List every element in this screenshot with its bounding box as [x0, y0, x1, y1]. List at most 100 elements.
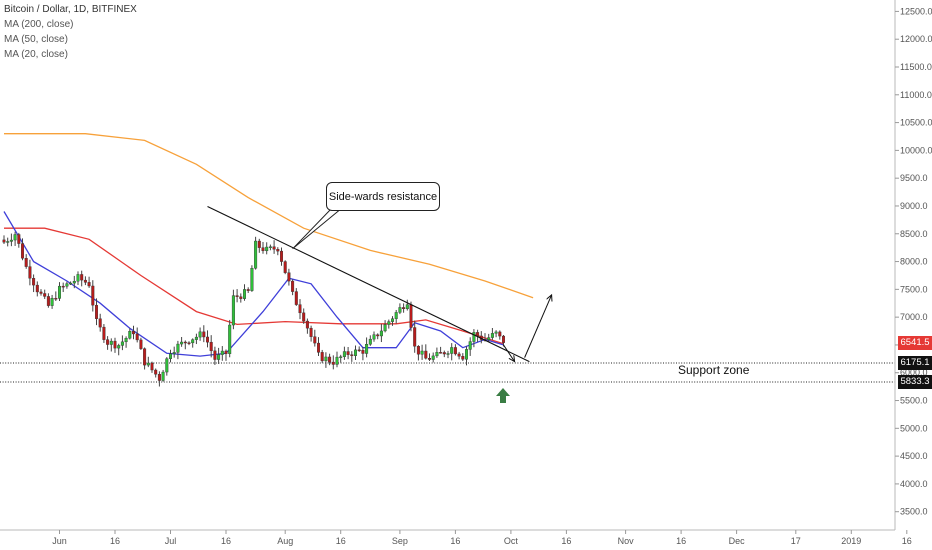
- candle-body: [354, 349, 358, 356]
- candle-body: [191, 339, 195, 344]
- candle-body: [350, 354, 354, 356]
- y-tick-label: 7500.0: [900, 284, 928, 294]
- candle-body: [335, 356, 339, 365]
- moving-averages: [3, 133, 534, 357]
- candle-body: [487, 337, 491, 340]
- candle-body: [361, 350, 365, 354]
- candle-body: [309, 327, 313, 337]
- projection-up-arrow: [524, 295, 552, 358]
- candle-body: [305, 320, 309, 329]
- legend-ma20: MA (20, close): [4, 49, 68, 60]
- x-tick-label: Aug: [277, 536, 293, 546]
- x-tick-label: 16: [336, 536, 346, 546]
- candle-body: [168, 353, 172, 359]
- candle-body: [268, 246, 272, 248]
- candle-body: [490, 333, 494, 338]
- candle-body: [224, 350, 228, 354]
- candle-body: [294, 291, 298, 305]
- x-tick-label: 16: [110, 536, 120, 546]
- candle-body: [257, 240, 261, 248]
- candle-body: [431, 355, 435, 360]
- candle-body: [283, 261, 287, 273]
- candle-body: [413, 327, 417, 347]
- x-tick-label: Jun: [52, 536, 67, 546]
- ma200-line: [4, 133, 534, 299]
- candle-body: [2, 239, 6, 243]
- candle-body: [317, 342, 321, 353]
- candle-body: [420, 350, 424, 355]
- x-tick-label: 2019: [841, 536, 861, 546]
- up-arrow-icon: [496, 388, 510, 403]
- candle-body: [416, 346, 420, 355]
- candle-body: [43, 293, 47, 297]
- candle-body: [272, 246, 276, 250]
- y-tick-label: 11000.0: [900, 90, 932, 100]
- candle-body: [87, 282, 91, 287]
- candle-body: [346, 351, 350, 355]
- candle-body: [98, 318, 102, 328]
- y-tick-label: 7000.0: [900, 312, 928, 322]
- candle-body: [91, 285, 95, 306]
- y-tick-label: 10000.0: [900, 145, 932, 155]
- candle-body: [94, 304, 98, 319]
- candle-body: [468, 341, 472, 350]
- candle-body: [202, 331, 206, 338]
- x-tick-label: Jul: [165, 536, 177, 546]
- candle-body: [209, 341, 213, 352]
- support-zone-label: Support zone: [678, 363, 750, 377]
- candle-body: [280, 250, 284, 262]
- candle-body: [457, 353, 461, 357]
- candle-body: [250, 268, 254, 291]
- resistance-callout: Side-wards resistance: [326, 182, 440, 211]
- candle-body: [69, 282, 73, 285]
- candle-body: [372, 334, 376, 340]
- candle-body: [187, 342, 191, 344]
- candle-body: [102, 326, 106, 340]
- candle-body: [409, 304, 413, 328]
- candle-body: [72, 280, 76, 284]
- candle-body: [428, 358, 432, 360]
- candle-body: [50, 297, 54, 306]
- candle-body: [331, 361, 335, 365]
- candle-body: [276, 249, 280, 252]
- support-bottom-tag: 5833.3: [898, 375, 932, 389]
- support-top-tag: 6175.1: [898, 356, 932, 370]
- candle-body: [220, 350, 224, 355]
- y-tick-label: 10500.0: [900, 118, 932, 128]
- candle-body: [424, 350, 428, 359]
- y-tick-label: 9500.0: [900, 173, 928, 183]
- candle-body: [172, 352, 176, 354]
- candle-body: [494, 331, 498, 334]
- x-tick-label: 17: [791, 536, 801, 546]
- legend-ma50: MA (50, close): [4, 34, 68, 45]
- x-tick-label: 16: [902, 536, 912, 546]
- candle-body: [502, 335, 506, 343]
- projection-down-arrow: [503, 344, 515, 362]
- x-tick-label: 16: [450, 536, 460, 546]
- candle-body: [357, 349, 361, 352]
- candle-body: [139, 339, 143, 349]
- y-tick-label: 5500.0: [900, 396, 928, 406]
- candle-body: [231, 295, 235, 326]
- candle-body: [21, 243, 25, 259]
- candle-body: [24, 258, 28, 267]
- candle-body: [165, 358, 169, 373]
- candle-body: [435, 352, 439, 357]
- y-tick-label: 8500.0: [900, 229, 928, 239]
- candle-body: [228, 324, 232, 354]
- candle-body: [6, 241, 10, 243]
- candle-body: [461, 356, 465, 360]
- resistance-trendline: [207, 206, 530, 363]
- candle-body: [28, 266, 32, 279]
- x-tick-label: 16: [221, 536, 231, 546]
- candle-body: [58, 285, 62, 299]
- candle-body: [194, 336, 198, 340]
- candle-body: [339, 356, 343, 358]
- y-tick-label: 6000.0: [900, 368, 928, 378]
- candle-body: [198, 331, 202, 338]
- ma50-line: [4, 227, 504, 345]
- y-tick-label: 3500.0: [900, 507, 928, 517]
- candle-body: [235, 295, 239, 297]
